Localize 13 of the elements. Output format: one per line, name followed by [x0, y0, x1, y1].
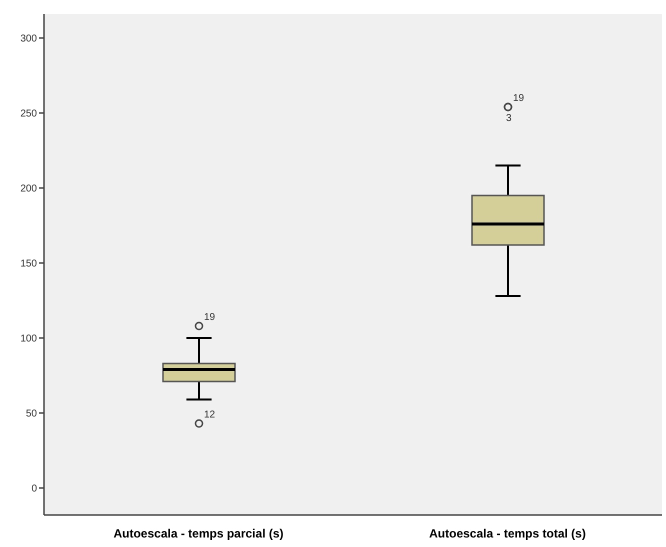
y-tick-label: 300: [20, 34, 38, 45]
annotation: 3: [506, 113, 512, 124]
y-tick-label: 0: [31, 484, 38, 495]
y-tick-label: 250: [20, 108, 38, 120]
y-tick-label: 50: [26, 408, 38, 420]
annotation: 19: [204, 312, 216, 323]
annotation: 19: [513, 93, 525, 104]
x-tick-label: Autoescala - temps total (s): [429, 526, 586, 541]
y-tick-label: 200: [20, 184, 38, 195]
annotation: 12: [204, 410, 216, 420]
y-tick-label: 100: [20, 334, 38, 345]
x-tick-label: Autoescala - temps parcial (s): [113, 526, 284, 541]
y-tick-label: 150: [20, 258, 38, 270]
